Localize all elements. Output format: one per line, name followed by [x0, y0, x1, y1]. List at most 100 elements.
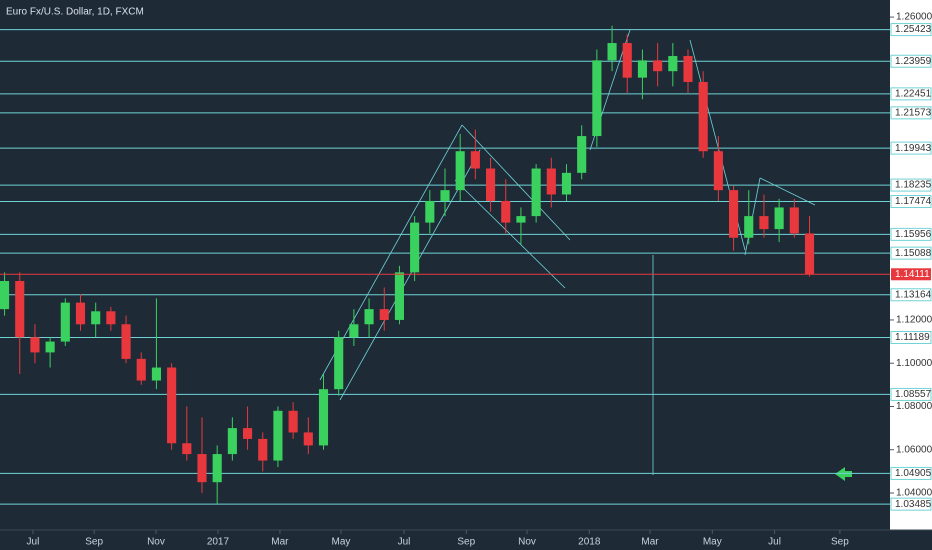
y-tick-label: 1.10000 — [896, 358, 932, 369]
candle-body — [759, 216, 769, 230]
level-label-box — [890, 246, 932, 260]
level-label-box — [890, 141, 932, 155]
candle-body — [470, 151, 480, 169]
level-label: 1.23959 — [895, 56, 932, 67]
candle-body — [425, 200, 435, 223]
candle-body — [455, 151, 465, 191]
candle-body — [653, 60, 663, 72]
x-tick-label: Sep — [457, 537, 475, 548]
candle-body — [394, 272, 404, 320]
candle-body — [789, 207, 799, 234]
candle-body — [288, 410, 298, 433]
candle-body — [410, 222, 420, 273]
y-tick-label: 1.06000 — [896, 444, 932, 455]
candle-body — [182, 443, 192, 455]
x-tick-label: Mar — [641, 537, 659, 548]
level-label-box — [890, 288, 932, 302]
x-tick-label: Nov — [147, 537, 165, 548]
x-tick-label: Jul — [27, 537, 40, 548]
level-label: 1.21573 — [895, 107, 932, 118]
x-tick-label: May — [332, 537, 351, 548]
level-label: 1.04905 — [895, 468, 932, 479]
level-label: 1.22451 — [895, 89, 932, 100]
level-label: 1.18235 — [895, 180, 932, 191]
arrow-marker — [835, 467, 852, 481]
candle-body — [121, 324, 131, 359]
y-tick-label: 1.12000 — [896, 315, 932, 326]
level-label-box — [890, 23, 932, 37]
candle-body — [561, 172, 572, 195]
candle-body — [713, 151, 723, 191]
candle-body — [729, 190, 739, 238]
candle-body — [486, 168, 496, 201]
candle-body — [774, 207, 784, 230]
candle-body — [197, 454, 207, 483]
y-tick-label: 1.04000 — [896, 488, 932, 499]
level-label: 1.13164 — [895, 289, 932, 300]
level-label: 1.15088 — [895, 248, 932, 259]
level-label-box — [890, 54, 932, 68]
candle-body — [637, 60, 647, 78]
level-label: 1.08557 — [895, 389, 932, 400]
candle-body — [75, 302, 86, 325]
candle-body — [91, 311, 101, 325]
candle-body — [318, 389, 329, 446]
candle-body — [30, 337, 40, 353]
candle-body — [273, 410, 283, 461]
level-label-box — [890, 106, 932, 120]
candle-body — [167, 367, 177, 444]
chart-title: Euro Fx/U.S. Dollar, 1D, FXCM — [6, 7, 144, 18]
x-tick-label: Sep — [831, 537, 849, 548]
candle-body — [804, 233, 815, 275]
candle-body — [440, 190, 450, 201]
x-tick-label: Jul — [398, 537, 411, 548]
candle-body — [516, 216, 526, 223]
level-label-box — [890, 330, 932, 344]
candle-body — [546, 168, 556, 195]
candle-body — [622, 43, 632, 78]
level-label-box — [890, 87, 932, 101]
level-label-box — [890, 466, 932, 480]
candle-body — [60, 302, 70, 342]
level-label-box — [890, 178, 932, 192]
candle-body — [258, 438, 268, 461]
level-label: 1.17474 — [895, 196, 932, 207]
candle-body — [683, 56, 693, 82]
candle-body — [227, 428, 237, 455]
level-label: 1.15956 — [895, 229, 932, 240]
x-tick-label: Mar — [271, 537, 289, 548]
x-tick-label: May — [703, 537, 722, 548]
candle-body — [243, 428, 253, 439]
level-label-box — [890, 387, 932, 401]
candle-body — [212, 454, 222, 483]
y-tick-label: 1.26000 — [896, 12, 932, 23]
candle-body — [607, 43, 617, 61]
candle-body — [303, 432, 313, 446]
candle-body — [577, 136, 587, 173]
current-price-box — [891, 268, 931, 281]
candle-body — [698, 81, 708, 152]
candle-body — [136, 358, 146, 381]
x-tick-label: 2018 — [578, 537, 601, 548]
x-tick-label: 2017 — [207, 537, 230, 548]
candle-body — [364, 309, 374, 325]
candle-body — [379, 309, 389, 320]
candle-body — [349, 324, 359, 338]
level-label: 1.03485 — [895, 499, 932, 510]
candle-body — [151, 367, 161, 381]
level-label: 1.25423 — [895, 24, 932, 35]
candle-body — [744, 216, 754, 238]
candle-body — [334, 337, 344, 390]
candle-body — [0, 281, 10, 310]
candle-body — [501, 200, 511, 223]
level-label-box — [890, 497, 932, 511]
level-label-box — [890, 195, 932, 209]
level-label-box — [890, 227, 932, 241]
x-tick-label: Jul — [768, 537, 781, 548]
candle-body — [106, 311, 116, 325]
y-tick-label: 1.08000 — [896, 401, 932, 412]
candle-body — [15, 281, 25, 338]
level-label: 1.11189 — [895, 332, 930, 343]
